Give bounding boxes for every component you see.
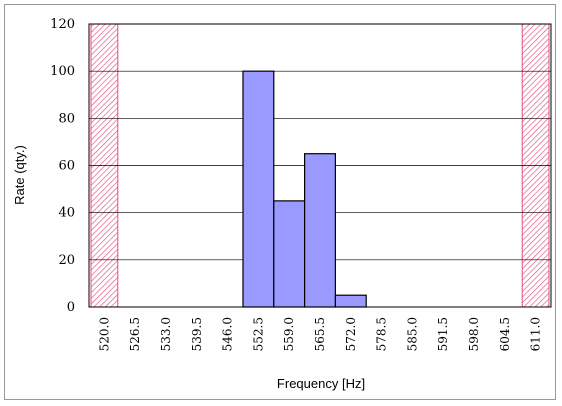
plot-area-border — [88, 23, 552, 308]
y-tick-label: 120 — [50, 17, 75, 32]
y-tick-label: 100 — [50, 64, 75, 79]
x-tick-label: 578.5 — [375, 317, 389, 351]
x-tick-label: 552.5 — [251, 317, 265, 351]
y-tick-label: 80 — [58, 111, 75, 126]
x-tick-label: 611.0 — [529, 317, 543, 351]
x-tick-label: 585.0 — [405, 317, 419, 351]
bar — [273, 200, 306, 308]
x-tick-label: 591.5 — [436, 317, 450, 351]
y-tick-label: 40 — [58, 206, 75, 221]
x-tick-label: 533.0 — [159, 317, 173, 351]
y-axis-title: Rate (qty.) — [12, 145, 27, 205]
bar — [242, 70, 275, 308]
x-tick-label: 598.0 — [467, 317, 481, 351]
y-tick-label: 60 — [58, 159, 75, 174]
x-axis-title: Frequency [Hz] — [277, 376, 365, 391]
frequency-histogram: 0 20 40 60 80 100 120 520.0 526.5 533.0 539.5 546.0… — [12, 17, 552, 391]
y-tick-label: 20 — [58, 253, 75, 268]
x-tick-label: 526.5 — [128, 317, 142, 351]
x-tick-label: 539.5 — [190, 317, 204, 351]
x-tick-label: 572.0 — [344, 317, 358, 351]
x-tick-label: 565.5 — [313, 317, 327, 351]
x-tick-label: 546.0 — [221, 317, 235, 351]
y-tick-label: 0 — [67, 300, 75, 315]
x-tick-label: 604.5 — [498, 317, 512, 351]
bar — [334, 294, 367, 308]
bar — [304, 153, 337, 308]
x-tick-label: 559.0 — [282, 317, 296, 351]
x-tick-label: 520.0 — [97, 317, 111, 351]
chart-frame: 0 20 40 60 80 100 120 520.0 526.5 533.0 539.5 546.0… — [4, 4, 556, 400]
